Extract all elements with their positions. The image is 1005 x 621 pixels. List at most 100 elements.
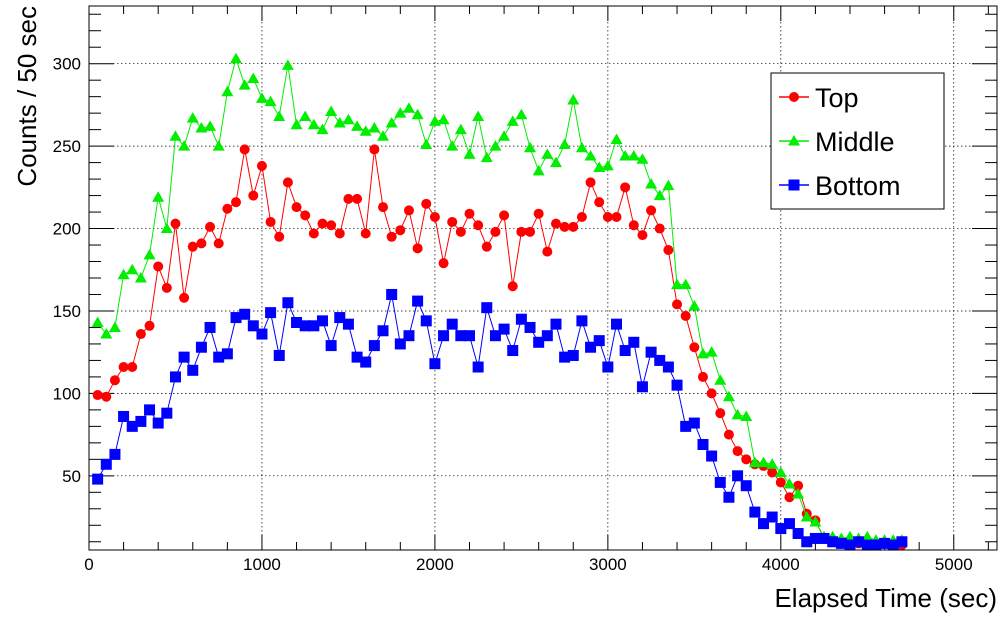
data-point-bottom (896, 536, 908, 548)
data-point-bottom (498, 323, 510, 335)
data-point-top (352, 193, 363, 204)
data-point-middle (134, 272, 147, 283)
data-point-bottom (775, 523, 787, 535)
data-point-bottom (334, 312, 346, 324)
data-point-middle (800, 511, 813, 522)
series-line-top (97, 149, 902, 546)
data-point-bottom (818, 532, 830, 544)
data-point-top (369, 144, 380, 155)
data-point-bottom (230, 312, 242, 324)
series-middle (91, 52, 908, 545)
legend-label-middle: Middle (815, 127, 895, 157)
data-point-top (360, 228, 371, 239)
data-point-bottom (265, 307, 277, 319)
legend-entry-middle: Middle (779, 127, 895, 157)
data-point-top (568, 221, 579, 232)
data-point-middle (411, 108, 424, 120)
y-tick-label: 150 (53, 302, 81, 321)
data-point-bottom (697, 438, 709, 450)
data-point-top (291, 202, 302, 213)
data-point-middle (731, 408, 744, 420)
data-point-top (256, 160, 267, 171)
data-point-top (516, 226, 527, 237)
x-tick-label: 3000 (589, 555, 627, 574)
x-axis-title: Elapsed Time (sec) (774, 583, 997, 613)
data-point-bottom (92, 473, 104, 485)
data-point-middle (307, 118, 320, 130)
data-point-top (343, 193, 354, 204)
data-point-top (395, 225, 406, 236)
data-point-middle (567, 93, 580, 105)
data-point-bottom (169, 371, 181, 383)
x-tick-label: 4000 (762, 555, 800, 574)
data-point-bottom (161, 407, 173, 419)
data-point-middle (454, 123, 467, 135)
data-point-middle (230, 52, 243, 64)
data-point-middle (108, 321, 121, 332)
data-point-bottom (256, 328, 268, 340)
data-point-top (784, 492, 795, 503)
data-point-bottom (195, 341, 207, 353)
data-point-bottom (429, 358, 441, 370)
data-point-middle (619, 150, 632, 161)
data-point-middle (463, 148, 476, 159)
data-point-top (767, 467, 778, 478)
data-point-middle (351, 120, 364, 131)
data-point-bottom (126, 420, 138, 432)
y-tick-label: 100 (53, 384, 81, 403)
data-point-bottom (732, 470, 744, 482)
data-point-bottom (619, 345, 631, 357)
data-point-middle (601, 159, 614, 171)
series-line-middle (97, 57, 902, 541)
data-point-middle (255, 92, 268, 103)
data-point-middle (679, 278, 692, 290)
data-point-middle (541, 148, 554, 159)
data-point-middle (446, 140, 459, 151)
data-point-top (300, 210, 311, 221)
data-point-bottom (541, 330, 553, 342)
data-point-middle (843, 530, 856, 542)
data-point-bottom (835, 537, 847, 549)
data-point-top (663, 244, 674, 255)
data-point-bottom (118, 410, 130, 422)
data-point-middle (809, 515, 822, 527)
data-point-bottom (100, 458, 112, 470)
data-point-top (490, 226, 501, 237)
data-point-top (732, 446, 743, 457)
data-point-bottom (688, 417, 700, 429)
data-point-middle (169, 130, 182, 141)
x-tick-label: 5000 (935, 555, 973, 574)
data-point-top (525, 226, 536, 237)
data-point-middle (645, 178, 658, 189)
data-point-middle (160, 222, 173, 234)
data-point-top (473, 220, 484, 231)
data-point-middle (515, 108, 528, 120)
data-point-bottom (870, 539, 882, 551)
data-point-bottom (550, 318, 562, 330)
data-point-middle (281, 59, 294, 70)
data-point-top (542, 246, 553, 257)
data-point-middle (117, 268, 130, 280)
data-point-bottom (524, 321, 536, 333)
data-point-middle (774, 466, 787, 478)
data-point-top (637, 230, 648, 241)
data-point-top (265, 216, 276, 227)
data-point-top (689, 342, 700, 353)
data-point-top (697, 371, 708, 382)
data-point-middle (178, 140, 191, 151)
data-point-middle (247, 72, 260, 84)
data-point-bottom (662, 361, 674, 373)
data-point-middle (636, 153, 649, 164)
data-point-middle (264, 95, 277, 107)
data-point-middle (593, 161, 606, 173)
data-point-bottom (636, 381, 648, 393)
data-point-top (274, 231, 285, 242)
data-point-middle (722, 390, 735, 402)
data-point-middle (186, 112, 199, 123)
data-point-bottom (611, 318, 623, 330)
data-point-bottom (472, 361, 484, 373)
data-point-bottom (489, 330, 501, 342)
data-point-top (308, 228, 319, 239)
data-point-middle (766, 458, 779, 469)
data-point-middle (273, 110, 286, 121)
